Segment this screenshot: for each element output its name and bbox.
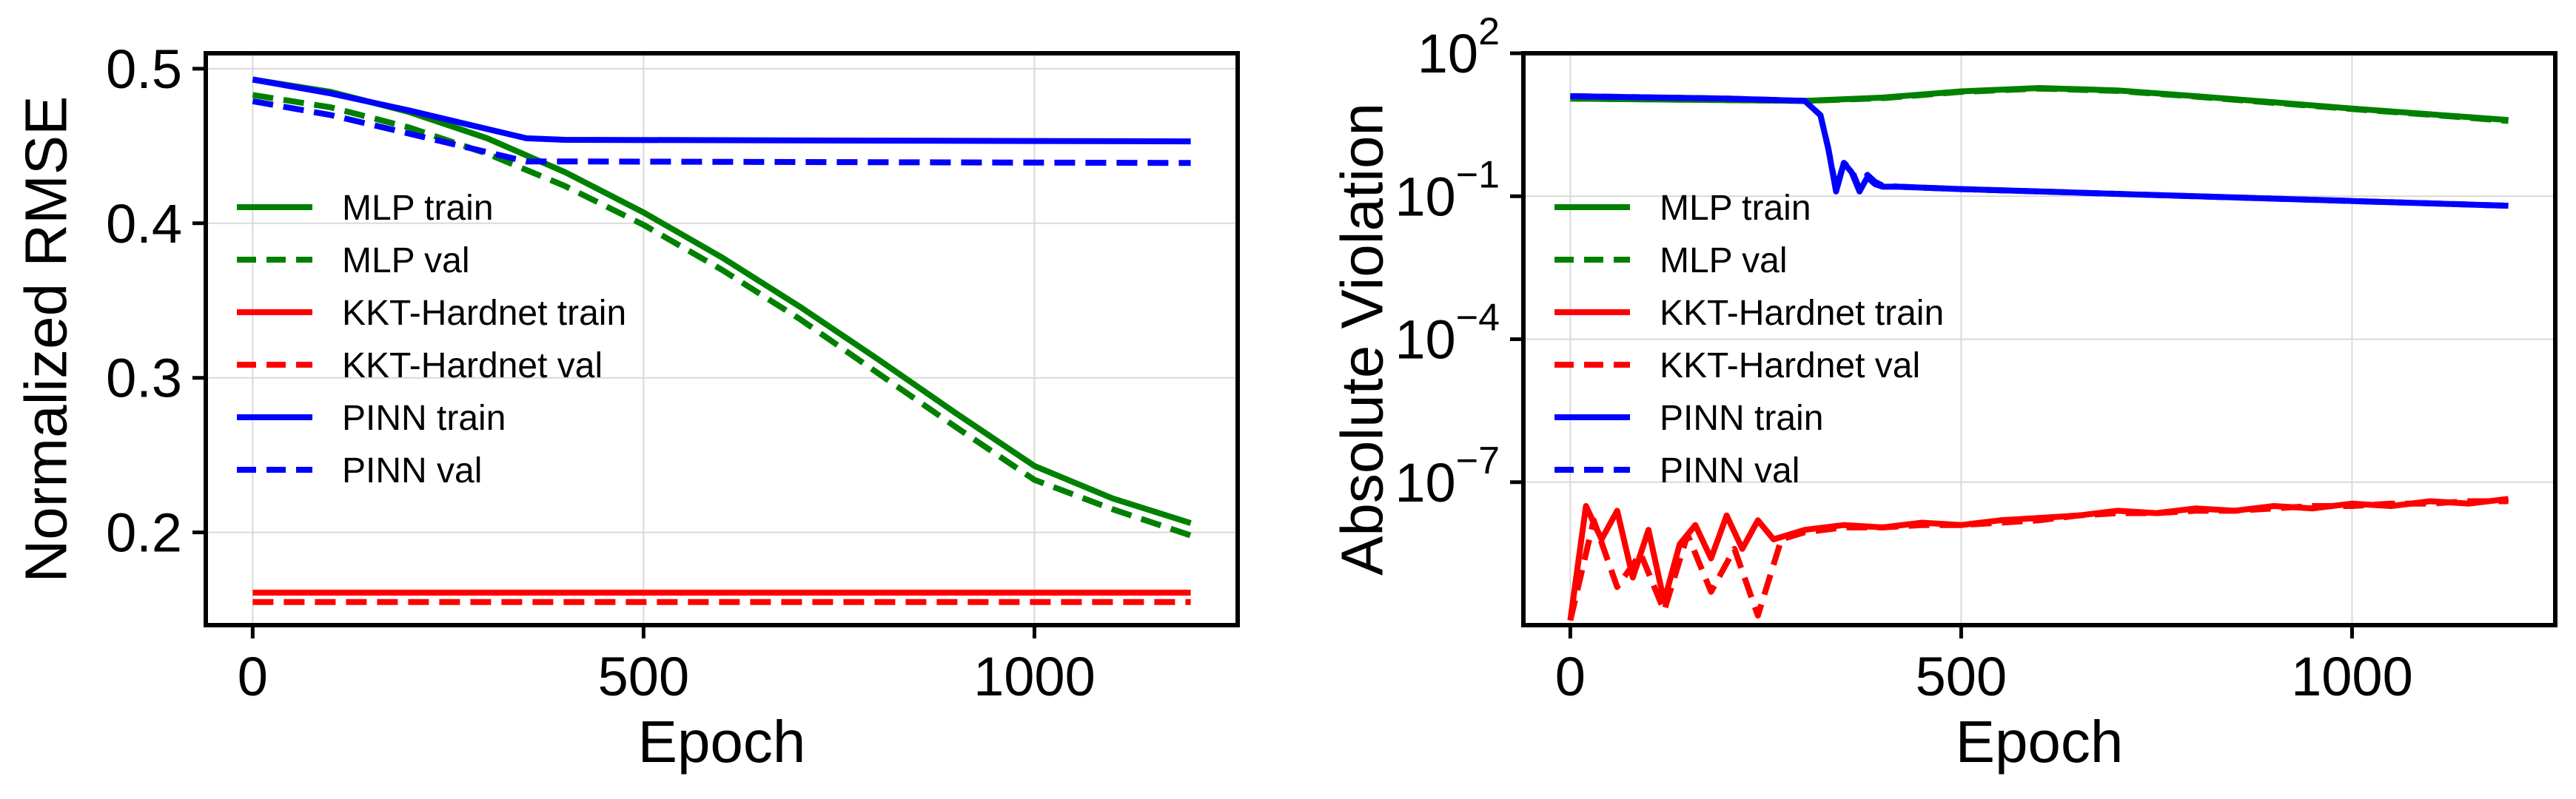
rmse-x-tick-label: 500	[598, 646, 689, 707]
violation-series-line-kkt-hardnet-train	[1567, 496, 2509, 621]
violation-x-tick-label: 0	[1555, 646, 1586, 707]
violation-y-tick-label: 102	[1418, 10, 1500, 84]
violation-series-line-mlp-val	[1570, 85, 2509, 124]
violation-y-tick-exponent: −7	[1456, 439, 1500, 482]
rmse-series-line-pinn-val	[252, 98, 1191, 166]
violation-legend-label: MLP train	[1660, 189, 1811, 228]
rmse-series-line-mlp-val	[252, 92, 1192, 539]
violation-legend-label: KKT-Hardnet train	[1660, 294, 1944, 333]
violation-grid	[1523, 53, 2555, 625]
rmse-legend-label: PINN val	[342, 451, 482, 490]
violation-y-tick-label: 10−4	[1395, 297, 1500, 371]
rmse-series-line-pinn-train	[252, 76, 1191, 145]
rmse-y-tick-label: 0.3	[106, 348, 182, 409]
rmse-x-axis-label: Epoch	[638, 709, 806, 775]
rmse-legend-label: MLP train	[342, 189, 494, 228]
violation-legend-label: PINN train	[1660, 399, 1823, 438]
rmse-y-tick-label: 0.5	[106, 38, 182, 100]
violation-y-tick-base: 10	[1395, 309, 1455, 371]
rmse-legend-label: KKT-Hardnet val	[342, 346, 603, 385]
violation-y-tick-base: 10	[1395, 452, 1455, 513]
violation-legend-label: KKT-Hardnet val	[1660, 346, 1920, 385]
rmse-legend-label: KKT-Hardnet train	[342, 294, 626, 333]
rmse-legend-label: PINN train	[342, 399, 506, 438]
violation-legend-label: PINN val	[1660, 451, 1799, 490]
violation-series-line-kkt-hardnet-val	[1567, 498, 2509, 621]
violation-legend: MLP train MLP val KKT-Hardnet train KKT-Har…	[1554, 189, 1944, 490]
violation-y-tick-base: 10	[1418, 23, 1478, 84]
violation-y-tick-label: 10−1	[1395, 153, 1500, 227]
rmse-series-layer	[252, 76, 1192, 605]
violation-y-axis-label: Absolute Violation	[1329, 103, 1395, 576]
rmse-x-tick-label: 0	[238, 646, 268, 707]
violation-x-tick-label: 500	[1916, 646, 2007, 707]
rmse-y-axis-label: Normalized RMSE	[13, 96, 79, 583]
violation-y-tick-label: 10−7	[1395, 439, 1500, 513]
violation-y-tick-base: 10	[1395, 166, 1455, 227]
violation-legend-label: MLP val	[1660, 241, 1788, 280]
rmse-x-tick-label: 1000	[973, 646, 1096, 707]
violation-series-line-mlp-train	[1570, 85, 2509, 124]
violation-y-tick-exponent: 2	[1478, 10, 1500, 53]
rmse-grid	[206, 53, 1238, 625]
violation-y-tick-exponent: −4	[1456, 297, 1500, 340]
rmse-ticks: 0 500 1000 0.2 0.3 0.4 0.5	[106, 38, 1096, 707]
rmse-y-tick-label: 0.4	[106, 193, 182, 254]
rmse-panel: 0 500 1000 0.2 0.3 0.4 0.5 MLP train MLP val KKT…	[13, 38, 1240, 775]
violation-x-tick-label: 1000	[2291, 646, 2413, 707]
rmse-legend: MLP train MLP val KKT-Hardnet train KKT-Har…	[237, 189, 626, 490]
violation-series-line-pinn-val	[1570, 93, 2509, 209]
rmse-legend-label: MLP val	[342, 241, 470, 280]
violation-y-tick-exponent: −1	[1456, 153, 1500, 196]
rmse-y-tick-label: 0.2	[106, 502, 182, 564]
rmse-plot-frame	[204, 51, 1240, 627]
violation-series-layer	[1567, 85, 2509, 621]
violation-x-axis-label: Epoch	[1956, 709, 2124, 775]
